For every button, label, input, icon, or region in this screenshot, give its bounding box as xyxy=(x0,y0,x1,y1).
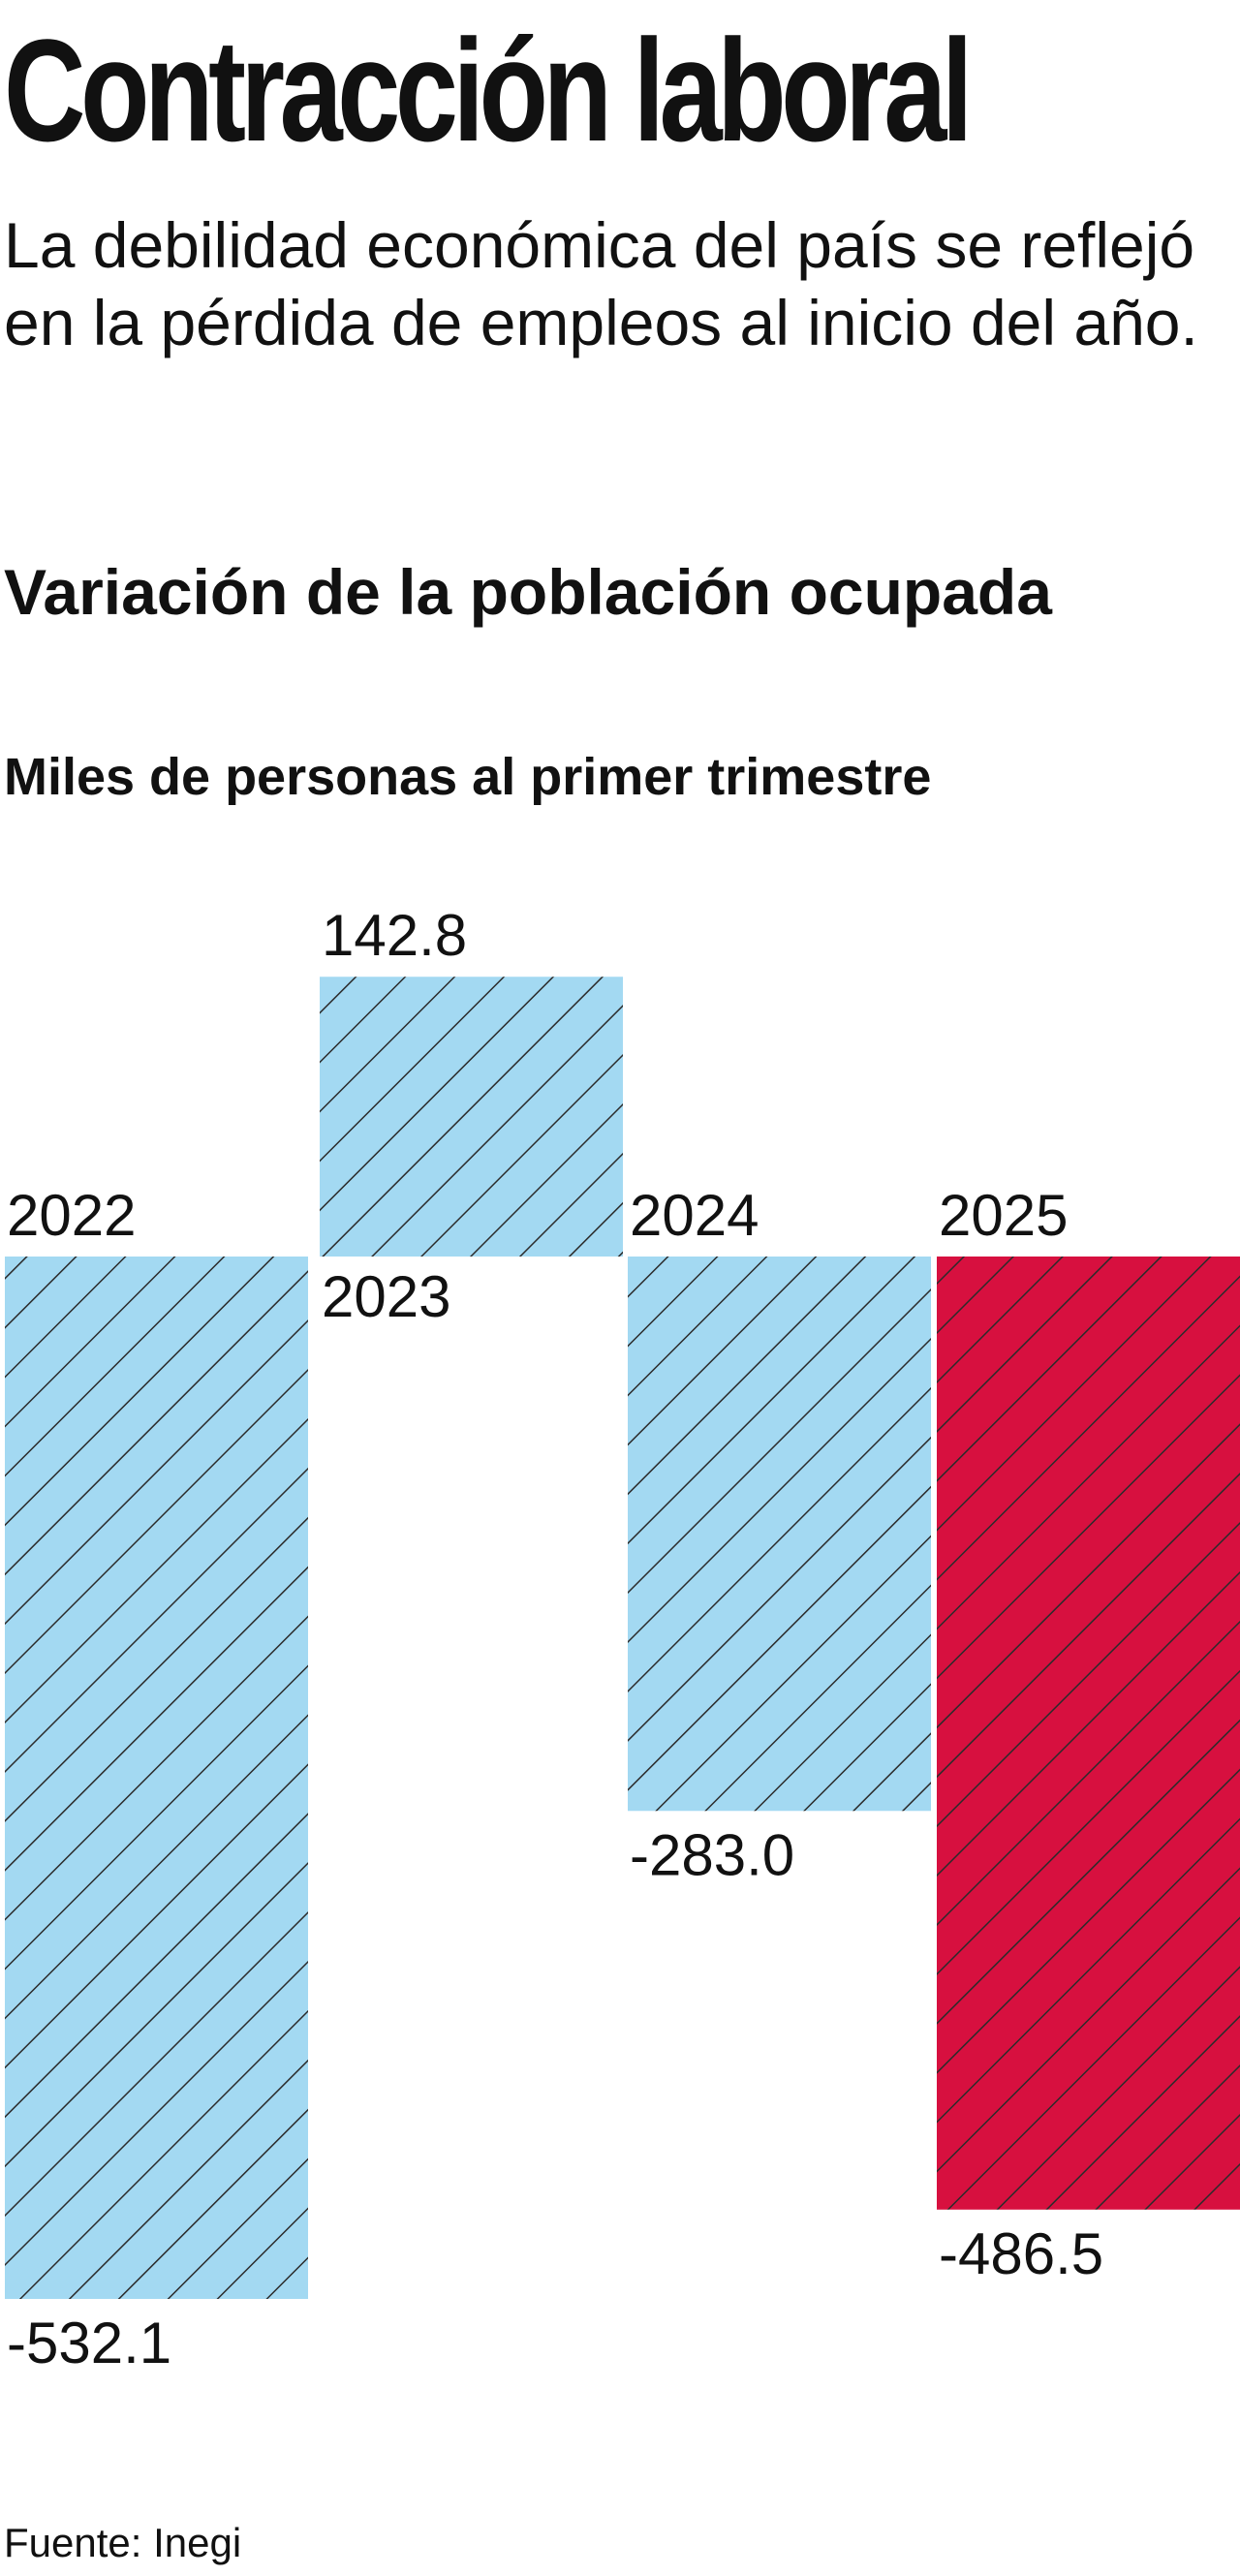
bar-2023 xyxy=(320,977,623,1257)
value-label-2022: -532.1 xyxy=(7,2311,171,2375)
value-label-2024: -283.0 xyxy=(630,1822,794,1887)
category-label-2022: 2022 xyxy=(7,1183,136,1248)
chart-subtitle: Miles de personas al primer trimestre xyxy=(4,748,932,806)
category-label-2024: 2024 xyxy=(630,1183,759,1248)
bar-2025 xyxy=(937,1257,1240,2210)
source-note: Fuente: Inegi xyxy=(4,2520,242,2565)
category-label-2025: 2025 xyxy=(939,1183,1068,1248)
headline: Contracción laboral xyxy=(4,9,973,171)
value-label-2025: -486.5 xyxy=(939,2221,1103,2286)
chart-title: Variación de la población ocupada xyxy=(4,556,1052,628)
category-label-2023: 2023 xyxy=(322,1264,450,1329)
dek: La debilidad económica del país se refle… xyxy=(4,209,1198,358)
bar-2024 xyxy=(628,1257,931,1812)
bar-2022 xyxy=(5,1257,308,2299)
value-label-2023: 142.8 xyxy=(322,903,467,968)
